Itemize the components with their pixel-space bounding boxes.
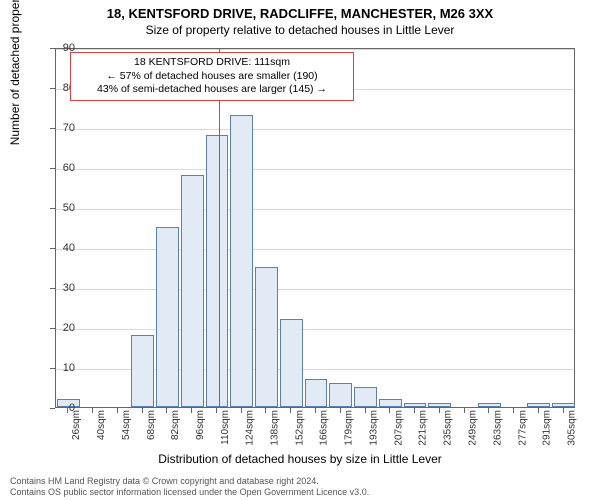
reference-line	[219, 49, 220, 407]
gridline	[56, 329, 574, 330]
x-tick-label: 110sqm	[220, 410, 231, 445]
x-tick-mark	[464, 408, 465, 413]
annotation-line: 18 KENTSFORD DRIVE: 111sqm	[77, 56, 347, 70]
bar	[428, 403, 451, 407]
x-tick-mark	[315, 408, 316, 413]
x-tick-label: 291sqm	[542, 410, 553, 446]
y-axis-label: Number of detached properties	[8, 0, 22, 145]
x-tick-mark	[92, 408, 93, 413]
gridline	[56, 249, 574, 250]
x-tick-mark	[241, 408, 242, 413]
gridline	[56, 49, 574, 50]
x-tick-label: 221sqm	[418, 410, 429, 446]
x-tick-label: 138sqm	[269, 410, 280, 446]
x-tick-mark	[166, 408, 167, 413]
x-tick-label: 96sqm	[195, 410, 206, 440]
x-tick-label: 166sqm	[319, 410, 330, 446]
x-tick-mark	[67, 408, 68, 413]
x-tick-mark	[414, 408, 415, 413]
y-tick-mark	[50, 168, 55, 169]
bar	[404, 403, 427, 407]
x-tick-label: 152sqm	[294, 410, 305, 446]
y-tick-mark	[50, 408, 55, 409]
x-tick-mark	[340, 408, 341, 413]
y-tick-mark	[50, 88, 55, 89]
bar	[379, 399, 402, 407]
bar	[280, 319, 303, 407]
y-tick-mark	[50, 328, 55, 329]
x-tick-label: 124sqm	[245, 410, 256, 446]
gridline	[56, 169, 574, 170]
x-tick-mark	[563, 408, 564, 413]
x-tick-label: 179sqm	[344, 410, 355, 446]
x-tick-label: 305sqm	[567, 410, 578, 446]
x-tick-mark	[538, 408, 539, 413]
footer-attribution: Contains HM Land Registry data © Crown c…	[10, 476, 369, 498]
x-tick-label: 68sqm	[146, 410, 157, 440]
chart-container: 18, KENTSFORD DRIVE, RADCLIFFE, MANCHEST…	[0, 0, 600, 500]
x-tick-mark	[191, 408, 192, 413]
x-tick-mark	[142, 408, 143, 413]
x-tick-mark	[265, 408, 266, 413]
chart-subtitle: Size of property relative to detached ho…	[0, 21, 600, 37]
bar	[156, 227, 179, 407]
y-tick-mark	[50, 128, 55, 129]
bar	[181, 175, 204, 407]
bar	[131, 335, 154, 407]
bar	[305, 379, 328, 407]
x-axis-label: Distribution of detached houses by size …	[0, 452, 600, 466]
y-tick-mark	[50, 208, 55, 209]
x-tick-label: 249sqm	[468, 410, 479, 446]
plot-area	[55, 48, 575, 408]
annotation-box: 18 KENTSFORD DRIVE: 111sqm ← 57% of deta…	[70, 52, 354, 101]
annotation-line: 43% of semi-detached houses are larger (…	[77, 83, 347, 97]
bar	[478, 403, 501, 407]
gridline	[56, 209, 574, 210]
x-tick-label: 235sqm	[443, 410, 454, 446]
x-tick-label: 277sqm	[517, 410, 528, 446]
x-tick-mark	[488, 408, 489, 413]
bar	[354, 387, 377, 407]
x-tick-mark	[290, 408, 291, 413]
bar	[552, 403, 575, 407]
x-tick-label: 54sqm	[121, 410, 132, 440]
bar	[527, 403, 550, 407]
x-tick-mark	[389, 408, 390, 413]
gridline	[56, 289, 574, 290]
x-tick-mark	[365, 408, 366, 413]
x-tick-mark	[117, 408, 118, 413]
x-tick-mark	[216, 408, 217, 413]
bar	[230, 115, 253, 407]
bar	[255, 267, 278, 407]
y-tick-mark	[50, 248, 55, 249]
x-tick-label: 40sqm	[96, 410, 107, 440]
x-tick-label: 207sqm	[393, 410, 404, 446]
footer-line: Contains HM Land Registry data © Crown c…	[10, 476, 369, 487]
x-tick-label: 263sqm	[492, 410, 503, 446]
x-tick-mark	[439, 408, 440, 413]
y-tick-mark	[50, 48, 55, 49]
y-tick-mark	[50, 368, 55, 369]
x-tick-label: 26sqm	[71, 410, 82, 440]
gridline	[56, 129, 574, 130]
y-tick-mark	[50, 288, 55, 289]
x-tick-label: 82sqm	[170, 410, 181, 440]
x-tick-label: 193sqm	[369, 410, 380, 446]
x-tick-mark	[513, 408, 514, 413]
chart-title: 18, KENTSFORD DRIVE, RADCLIFFE, MANCHEST…	[0, 0, 600, 21]
annotation-line: ← 57% of detached houses are smaller (19…	[77, 70, 347, 84]
bar	[206, 135, 229, 407]
bar	[329, 383, 352, 407]
footer-line: Contains OS public sector information li…	[10, 487, 369, 498]
